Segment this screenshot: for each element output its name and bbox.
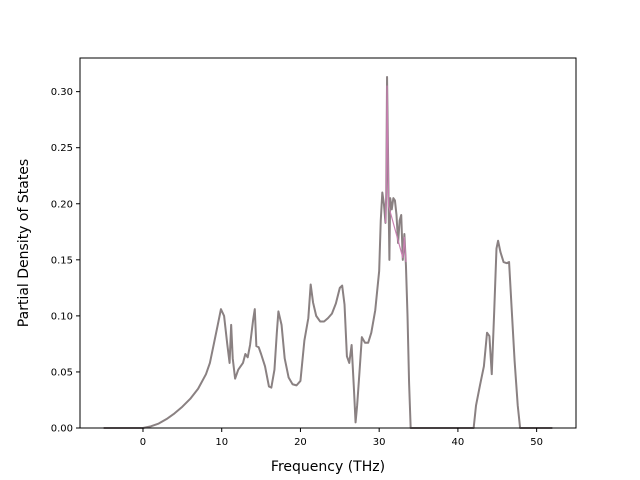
x-tick-label: 40 (452, 437, 465, 448)
x-axis-title: Frequency (THz) (271, 459, 385, 475)
y-tick-label: 0.05 (51, 367, 73, 378)
y-tick-label: 0.30 (51, 87, 73, 98)
y-tick-label: 0.15 (51, 255, 73, 266)
x-tick-label: 20 (294, 437, 307, 448)
y-axis-title: Partial Density of States (16, 159, 32, 327)
y-tick-label: 0.20 (51, 199, 73, 210)
plot-area (103, 76, 553, 429)
y-tick-label: 0.10 (51, 311, 73, 322)
x-tick-label: 10 (215, 437, 228, 448)
x-tick-label: 30 (373, 437, 386, 448)
pdos-series-line (103, 76, 553, 429)
y-tick-label: 0.25 (51, 143, 73, 154)
pdos-overlay-series-line (384, 85, 407, 263)
axis-ticks: 0 10 20 30 40 50 0.00 0.05 0.10 0.15 0.20 0.25 0.30 (51, 87, 543, 448)
axes-frame (79, 57, 577, 429)
x-tick-label: 50 (530, 437, 543, 448)
y-tick-label: 0.00 (51, 424, 73, 435)
x-tick-label: 0 (140, 437, 146, 448)
